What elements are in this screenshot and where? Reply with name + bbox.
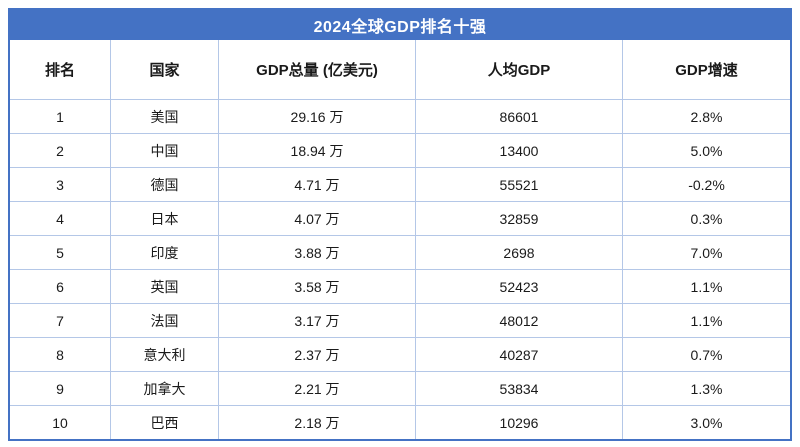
table-cell: 1 bbox=[10, 100, 111, 133]
header-cell-rank: 排名 bbox=[10, 40, 111, 99]
table-header-row: 排名 国家 GDP总量 (亿美元) 人均GDP GDP增速 bbox=[10, 40, 790, 99]
table-cell: 10296 bbox=[416, 406, 623, 439]
table-cell: 法国 bbox=[111, 304, 219, 337]
table-cell: 5 bbox=[10, 236, 111, 269]
table-cell: 18.94 万 bbox=[219, 134, 416, 167]
table-cell: 巴西 bbox=[111, 406, 219, 439]
table-cell: 德国 bbox=[111, 168, 219, 201]
header-cell-gdp-percap: 人均GDP bbox=[416, 40, 623, 99]
table-cell: 32859 bbox=[416, 202, 623, 235]
gdp-ranking-table: 2024全球GDP排名十强 排名 国家 GDP总量 (亿美元) 人均GDP GD… bbox=[8, 8, 792, 441]
table-row: 10 巴西 2.18 万 10296 3.0% bbox=[10, 405, 790, 439]
table-cell: 8 bbox=[10, 338, 111, 371]
table-cell: 4.07 万 bbox=[219, 202, 416, 235]
header-cell-gdp-growth: GDP增速 bbox=[675, 62, 738, 79]
table-cell: 2.18 万 bbox=[219, 406, 416, 439]
table-cell: 4 bbox=[10, 202, 111, 235]
table-cell: 7 bbox=[10, 304, 111, 337]
table-cell: 6 bbox=[10, 270, 111, 303]
table-cell: 印度 bbox=[111, 236, 219, 269]
header-cell-gdp-total: GDP总量 (亿美元) bbox=[219, 40, 416, 99]
table-cell: 53834 bbox=[416, 372, 623, 405]
table-cell: 3 bbox=[10, 168, 111, 201]
table-cell: 55521 bbox=[416, 168, 623, 201]
table-row: 4 日本 4.07 万 32859 0.3% bbox=[10, 201, 790, 235]
table-cell: 2698 bbox=[416, 236, 623, 269]
table-cell: 中国 bbox=[111, 134, 219, 167]
table-row: 3 德国 4.71 万 55521 -0.2% bbox=[10, 167, 790, 201]
table-cell: 0.7% bbox=[690, 346, 723, 363]
table-row: 6 英国 3.58 万 52423 1.1% bbox=[10, 269, 790, 303]
table-cell: 2.8% bbox=[690, 108, 723, 125]
table-cell: 2 bbox=[10, 134, 111, 167]
table-cell: 48012 bbox=[416, 304, 623, 337]
table-cell: 3.17 万 bbox=[219, 304, 416, 337]
table-row: 9 加拿大 2.21 万 53834 1.3% bbox=[10, 371, 790, 405]
table-cell: 29.16 万 bbox=[219, 100, 416, 133]
table-cell: 3.88 万 bbox=[219, 236, 416, 269]
table-cell: 52423 bbox=[416, 270, 623, 303]
table-cell: 7.0% bbox=[690, 244, 723, 261]
table-body: 1 美国 29.16 万 86601 2.8% 2 中国 18.94 万 13400 5.0% 3 德… bbox=[10, 99, 790, 439]
table-cell: 86601 bbox=[416, 100, 623, 133]
table-cell: 1.3% bbox=[690, 380, 723, 397]
table-cell: 2.37 万 bbox=[219, 338, 416, 371]
table-cell: 1.1% bbox=[690, 312, 723, 329]
table-row: 7 法国 3.17 万 48012 1.1% bbox=[10, 303, 790, 337]
table-row: 8 意大利 2.37 万 40287 0.7% bbox=[10, 337, 790, 371]
table-cell: 意大利 bbox=[111, 338, 219, 371]
table-row: 2 中国 18.94 万 13400 5.0% bbox=[10, 133, 790, 167]
table-cell: 美国 bbox=[111, 100, 219, 133]
table-cell: 9 bbox=[10, 372, 111, 405]
header-cell-country: 国家 bbox=[111, 40, 219, 99]
table-cell: 加拿大 bbox=[111, 372, 219, 405]
table-cell: 3.0% bbox=[690, 414, 723, 431]
table-cell: 3.58 万 bbox=[219, 270, 416, 303]
table-cell: 10 bbox=[10, 406, 111, 439]
table-cell: 1.1% bbox=[690, 278, 723, 295]
table-title: 2024全球GDP排名十强 bbox=[10, 10, 790, 40]
table-cell: 13400 bbox=[416, 134, 623, 167]
table-cell: 日本 bbox=[111, 202, 219, 235]
table-row: 1 美国 29.16 万 86601 2.8% bbox=[10, 99, 790, 133]
table-cell: 0.3% bbox=[690, 210, 723, 227]
table-cell: -0.2% bbox=[688, 176, 725, 193]
table-cell: 英国 bbox=[111, 270, 219, 303]
table-cell: 5.0% bbox=[690, 142, 723, 159]
table-cell: 4.71 万 bbox=[219, 168, 416, 201]
table-cell: 40287 bbox=[416, 338, 623, 371]
table-cell: 2.21 万 bbox=[219, 372, 416, 405]
table-row: 5 印度 3.88 万 2698 7.0% bbox=[10, 235, 790, 269]
